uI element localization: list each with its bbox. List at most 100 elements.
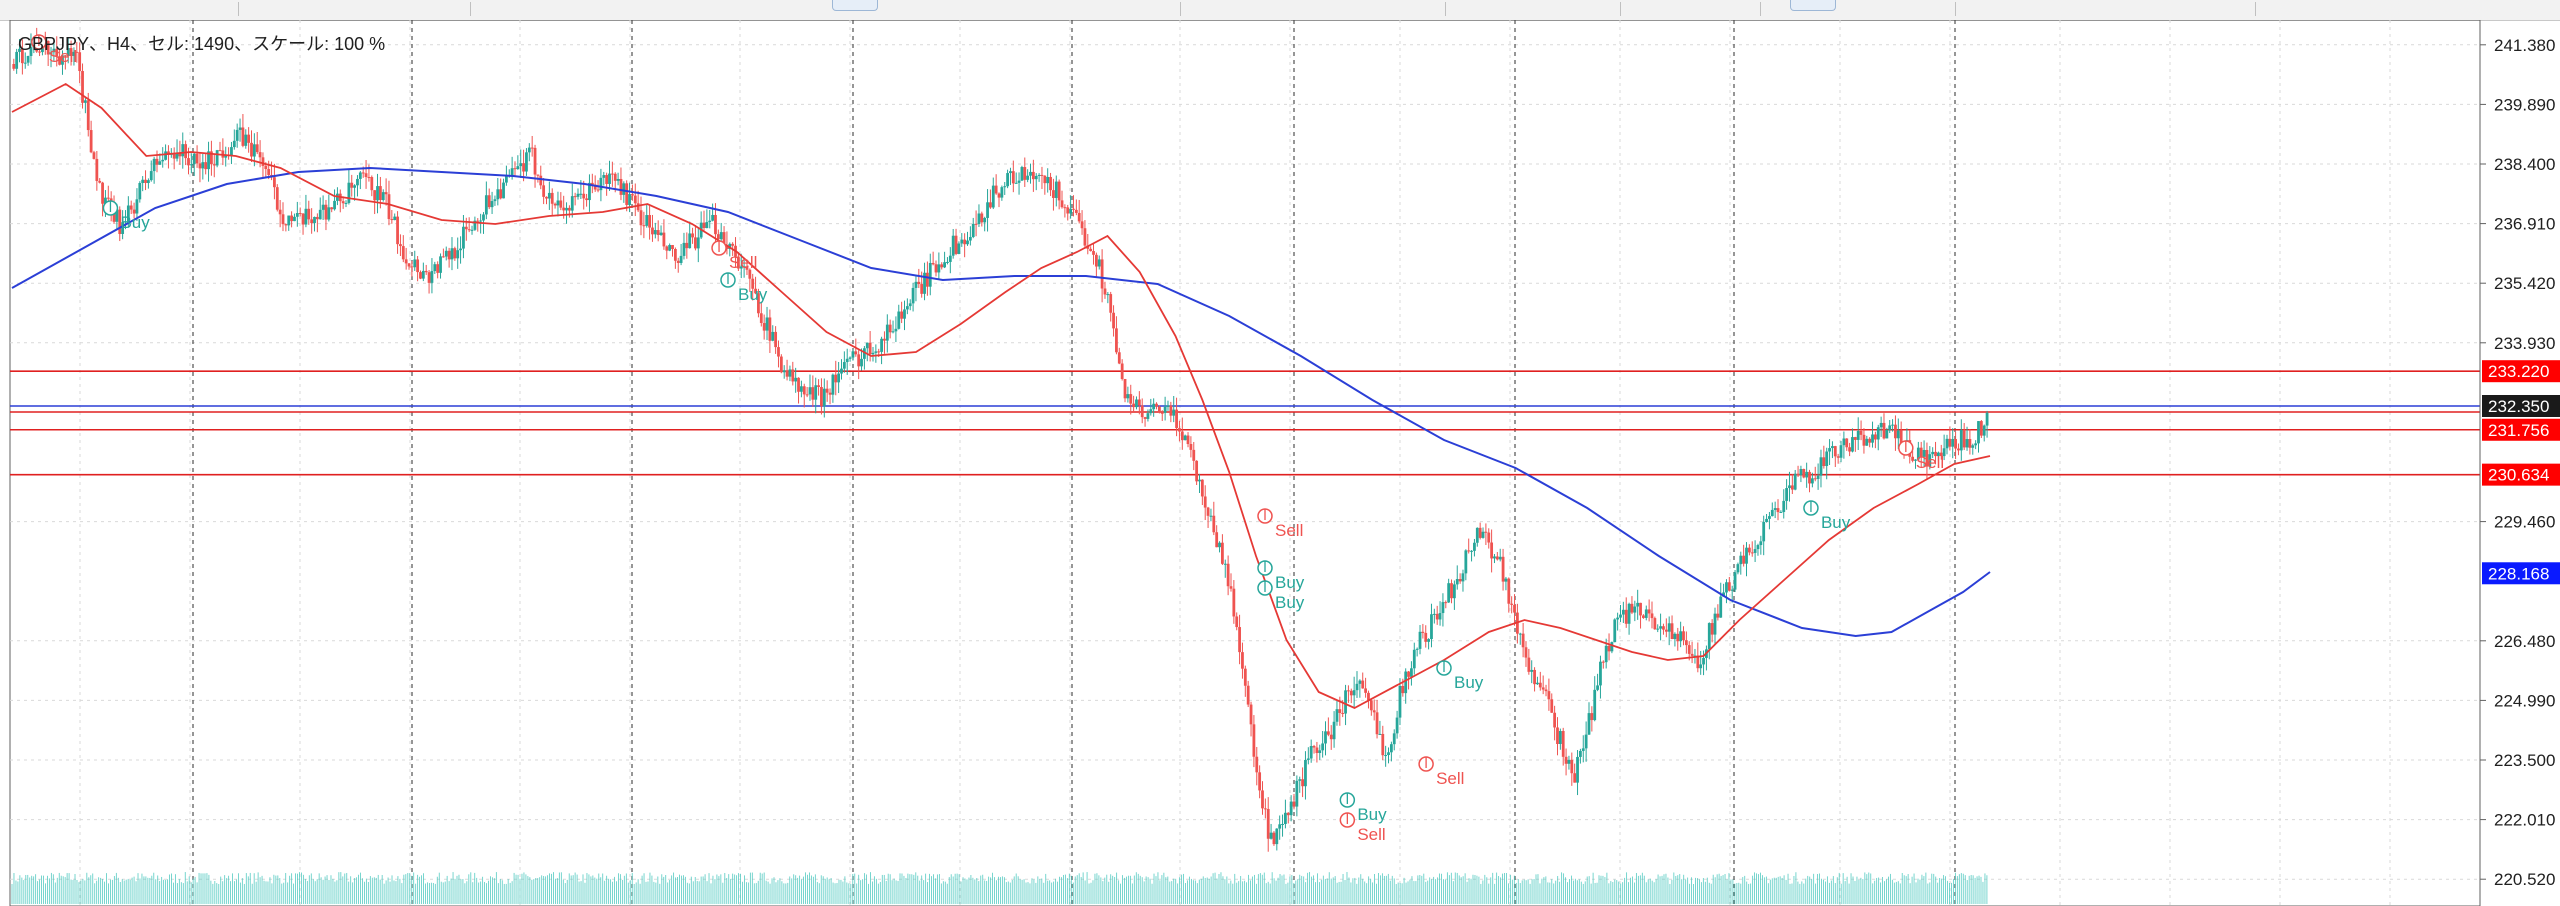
candle-body [759,313,763,324]
candle-body [198,163,202,169]
candle-body [1911,456,1915,461]
candle-body [1873,434,1877,440]
candle-body [1590,713,1594,721]
candle-body [164,151,167,160]
candle-body [462,226,465,249]
candle-body [1301,779,1304,787]
candle-body [1653,618,1657,630]
candle-body [224,155,228,158]
candle-body [585,198,588,201]
candle-body [1484,531,1488,533]
candle-body [141,179,145,184]
candle-body [1979,421,1983,436]
candle-body [1060,200,1064,208]
candle-body [1261,790,1264,809]
candle-body [1169,405,1173,416]
price-tag-bg [2482,562,2560,585]
candle-body [38,51,41,53]
candle-body [1773,508,1777,510]
candle-body [439,256,442,273]
candle-body [1195,460,1199,482]
candle-body [175,153,179,159]
candle-body [267,169,271,175]
candle-body [441,256,445,258]
candle-body [1679,631,1683,642]
price-tag-label: 228.168 [2488,564,2549,583]
candle-body [989,202,992,208]
candle-body [1094,254,1098,267]
candle-body [605,175,609,184]
candle-body [413,259,417,268]
candle-body [95,158,99,181]
candle-body [504,175,508,183]
candle-body [487,195,491,208]
candle-body [18,48,21,52]
candle-body [865,342,869,349]
candle-body [1000,187,1004,198]
candle-body [1793,473,1797,490]
candle-body [358,172,362,179]
price-tag-bg [2482,463,2560,486]
candle-body [602,175,606,178]
candle-body [161,159,165,162]
candle-body [218,150,222,152]
candle-body [1934,451,1937,457]
candle-body [1089,248,1093,252]
candle-body [1862,434,1866,446]
candle-body [1074,209,1078,213]
price-axis[interactable]: 241.380 239.890 238.400 236.910 235.420 233.9… [2479,20,2555,906]
candle-body [1713,613,1717,635]
candle-body [1613,619,1617,643]
candle-body [1120,363,1124,379]
toolbar-button[interactable] [832,0,878,11]
candle-body [1876,427,1880,440]
candle-body [1825,451,1829,467]
toolbar-button[interactable] [1790,0,1836,11]
candle-body [330,207,334,210]
candle-body [1332,721,1336,740]
candle-body [1670,623,1674,640]
candle-body [977,213,981,225]
candle-body [905,306,909,310]
candle-body [1209,515,1213,517]
candle-body [845,358,849,363]
candle-body [1392,733,1396,745]
candle-body [419,272,422,279]
candle-body [484,195,488,215]
candle-body [622,183,626,195]
candle-body [940,264,944,268]
candle-body [1836,456,1840,458]
price-tick-label: 236.910 [2494,215,2555,234]
candle-body [273,177,276,188]
candle-body [1790,485,1794,490]
price-chart[interactable]: SellBuySellBuySellBuyBuySellBuySellBuyBu… [0,20,2560,906]
candle-body [1037,174,1041,176]
candle-body [1667,623,1671,632]
candle-body [1642,615,1645,618]
candle-body [1833,446,1837,457]
candle-body [722,232,726,245]
candle-body [1407,671,1410,677]
candle-body [1009,171,1012,174]
ma-slow-line [11,166,1991,638]
candle-body [1444,602,1448,604]
candle-body [1527,657,1531,672]
candle-body [633,195,637,204]
candle-body [1421,631,1425,633]
candle-body [599,177,603,191]
sell-signal-label: Sell [1916,453,1944,472]
candle-body [244,134,248,146]
candle-body [908,303,912,307]
candle-body [89,130,93,153]
candle-body [1175,409,1178,429]
candle-body [1851,437,1854,452]
candle-body [1802,469,1806,478]
candle-body [739,266,743,269]
candle-body [1742,555,1746,564]
candle-body [467,229,471,231]
candle-body [1020,167,1024,181]
candle-body [613,173,617,181]
candle-body [937,264,941,273]
candle-body [1347,690,1350,692]
candle-body [799,386,803,392]
